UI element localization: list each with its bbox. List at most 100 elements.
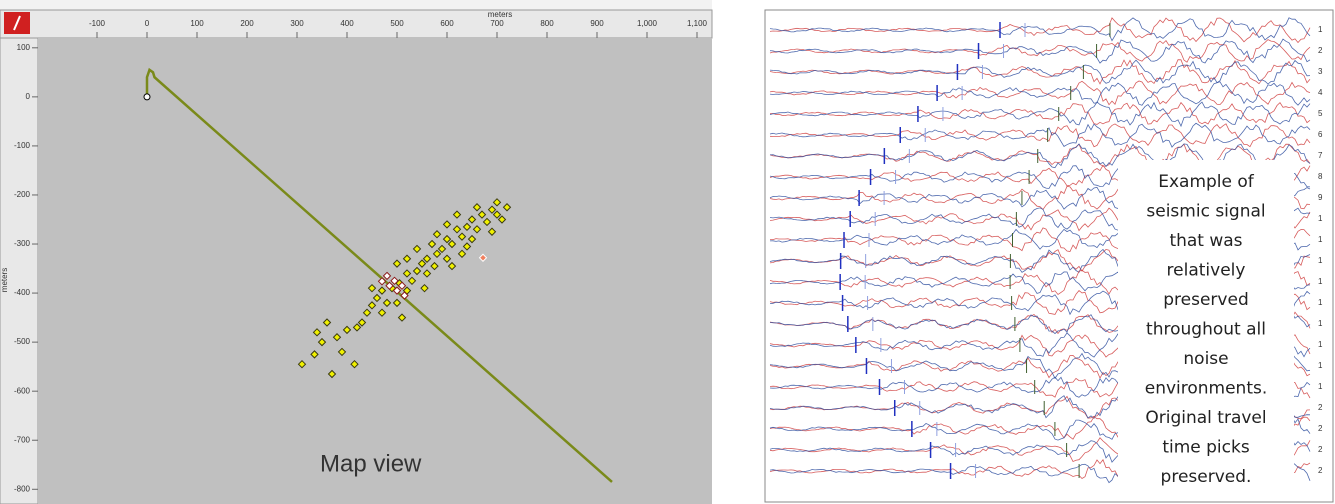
event-point (467, 215, 477, 224)
event-point (472, 203, 482, 212)
event-point (422, 269, 432, 278)
x-tick-label: 600 (440, 19, 454, 28)
event-point (502, 203, 512, 212)
event-point (427, 239, 437, 249)
event-point (437, 244, 447, 254)
x-ruler (0, 9, 713, 39)
event-point (462, 222, 472, 232)
trace (769, 59, 1311, 85)
x-tick-label: 800 (540, 19, 554, 28)
trace-label: 4 (1318, 88, 1323, 97)
event-point (392, 259, 402, 268)
event-point (478, 253, 488, 262)
event-point (392, 286, 402, 295)
x-tick-label: -100 (89, 19, 106, 28)
event-point (457, 232, 467, 241)
event-point (317, 337, 327, 347)
event-point (432, 230, 442, 239)
trace (769, 123, 1311, 148)
x-tick-label: 100 (190, 19, 204, 28)
event-point (377, 308, 387, 317)
x-tick-label: 900 (590, 19, 604, 28)
trace (769, 17, 1311, 42)
y-tick-label: -500 (14, 337, 31, 346)
trace-label: 2 (1318, 445, 1323, 454)
event-point (422, 254, 432, 263)
trace-label: 9 (1318, 193, 1323, 202)
event-point (432, 249, 442, 259)
y-tick-label: -700 (14, 435, 31, 444)
event-point (447, 239, 457, 249)
trace-label: 6 (1318, 130, 1323, 139)
event-point (385, 281, 394, 290)
trace (769, 81, 1311, 106)
y-tick-label: -200 (14, 190, 31, 199)
trace (769, 122, 1311, 148)
event-point (452, 210, 462, 219)
map-annotation: Map view (320, 450, 422, 477)
event-point (492, 210, 502, 219)
trace-label: 8 (1318, 172, 1323, 181)
event-point (322, 318, 332, 327)
annotation-line: noise (1183, 349, 1228, 369)
event-point (310, 350, 319, 359)
event-point (337, 347, 347, 357)
event-point (312, 328, 322, 337)
trace-label: 1 (1318, 319, 1323, 328)
trace-label: 2 (1318, 466, 1323, 475)
trace-label: 1 (1318, 298, 1323, 307)
trace-label: 1 (1318, 256, 1323, 265)
trace-label: 1 (1318, 25, 1323, 34)
x-tick-label: 1,000 (637, 19, 658, 28)
event-point (487, 227, 497, 236)
event-point (442, 254, 452, 263)
event-point (362, 308, 372, 317)
trace (769, 17, 1311, 44)
trace (769, 101, 1311, 125)
annotation-line: Original travel (1145, 408, 1266, 428)
annotation-line: Example of (1158, 172, 1255, 192)
trace-label: 2 (1318, 424, 1323, 433)
event-point (367, 301, 377, 310)
event-point (452, 225, 462, 234)
event-point (412, 244, 422, 254)
trace (769, 143, 1311, 169)
trace (769, 80, 1311, 106)
event-point (397, 313, 407, 322)
event-point (462, 242, 472, 251)
event-point (392, 298, 402, 308)
event-point (397, 281, 407, 290)
event-point (492, 198, 502, 207)
trace-label: 1 (1318, 214, 1323, 223)
event-point (482, 217, 492, 227)
y-tick-label: -800 (14, 484, 31, 493)
annotation-line: preserved. (1161, 467, 1252, 487)
annotation-line: throughout all (1146, 320, 1266, 340)
trace-label: 1 (1318, 277, 1323, 286)
event-point (467, 234, 477, 244)
event-point (442, 234, 452, 244)
event-point (352, 323, 362, 332)
trace-label: 2 (1318, 403, 1323, 412)
event-point (412, 266, 422, 276)
y-axis-label: meters (0, 268, 9, 292)
event-point (332, 333, 342, 342)
event-point (297, 359, 307, 369)
y-tick-label: 0 (26, 92, 31, 101)
trace (769, 143, 1311, 168)
y-tick-label: -400 (14, 288, 31, 297)
event-point (477, 210, 487, 219)
trace-label: 1 (1318, 340, 1323, 349)
annotation-line: environments. (1145, 379, 1268, 399)
annotation-line: preserved (1163, 290, 1248, 310)
annotation-box (1118, 160, 1294, 495)
event-point (372, 293, 382, 303)
event-point (457, 249, 467, 259)
event-point (430, 261, 439, 271)
event-point (377, 277, 387, 286)
event-point (327, 369, 337, 379)
trace-label: 7 (1318, 151, 1323, 160)
annotation-line: time picks (1162, 438, 1250, 458)
well-path (145, 67, 613, 483)
